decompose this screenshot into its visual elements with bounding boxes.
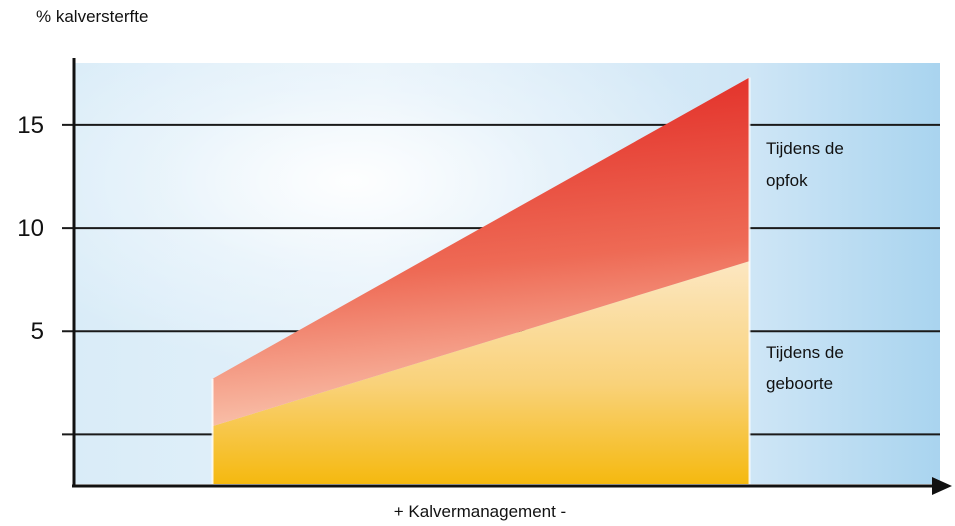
legend-opfok-line1: Tijdens de <box>766 139 844 158</box>
area-opfok <box>212 77 750 427</box>
y-tick-label-10: 10 <box>17 215 44 242</box>
area-geboorte <box>212 261 750 484</box>
area-series <box>211 77 751 484</box>
legend-item-opfok: Tijdens de opfok <box>766 139 844 190</box>
x-axis-label: + Kalvermanagement - <box>394 502 566 521</box>
y-tick-label-15: 15 <box>17 112 44 139</box>
y-tick-label-5: 5 <box>31 318 44 345</box>
legend-opfok-line2: opfok <box>766 171 808 190</box>
legend-geboorte-line1: Tijdens de <box>766 343 844 362</box>
legend-geboorte-line2: geboorte <box>766 374 833 393</box>
y-tick-labels: 5 10 15 <box>17 112 44 345</box>
y-axis-label: % kalversterfte <box>36 7 148 26</box>
axes <box>72 58 952 495</box>
legend-item-geboorte: Tijdens de geboorte <box>766 343 844 393</box>
x-axis-arrow-icon <box>932 477 952 495</box>
